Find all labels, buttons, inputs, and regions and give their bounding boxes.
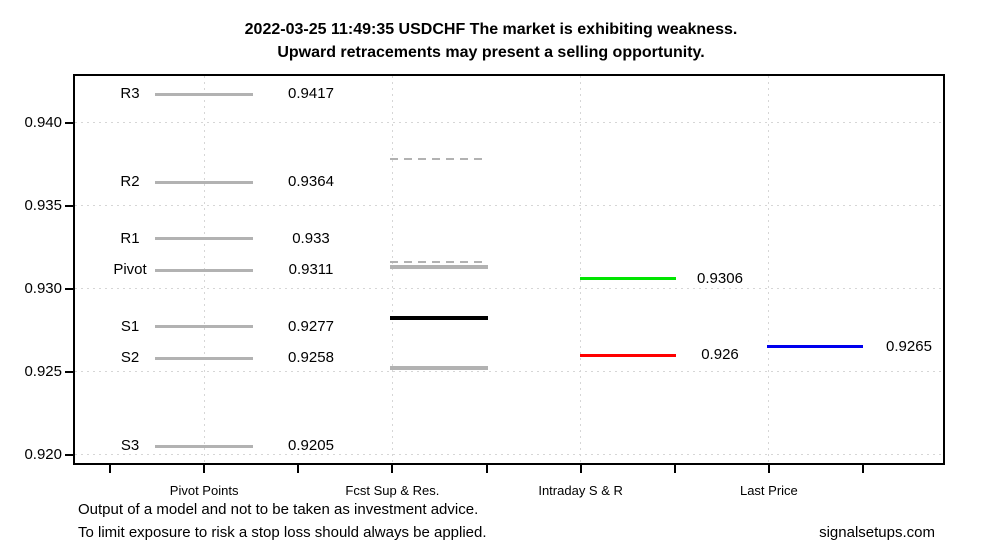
x-category-label-pivot-points: Pivot Points	[169, 483, 239, 498]
y-gridline	[75, 454, 943, 456]
level-label-r2: R2	[120, 173, 140, 191]
x-gridline	[391, 76, 393, 463]
level-label-s1: S1	[120, 317, 140, 335]
level-value-0-9311: 0.9311	[288, 261, 334, 279]
plot-area: R3 0.9417 R2 0.9364 R1 0.933 Pivot 0.9311 S1 0.92…	[73, 74, 945, 465]
fcst-sup-res-line-line	[390, 265, 488, 269]
x-tick-mark	[109, 465, 111, 473]
pivot-points-r3-line	[155, 92, 253, 96]
x-category-label-last-price: Last Price	[739, 483, 798, 498]
level-label-s3: S3	[120, 437, 140, 455]
level-value-0-9277: 0.9277	[288, 317, 334, 335]
y-gridline	[75, 288, 943, 290]
pivot-points-s2-line	[155, 356, 253, 360]
x-gridline	[580, 76, 582, 463]
x-tick-mark	[297, 465, 300, 473]
level-value-0-9205: 0.9205	[288, 437, 334, 455]
x-tick-mark	[391, 465, 394, 473]
level-value-0-933: 0.933	[292, 229, 330, 247]
pivot-points-r1-line	[155, 237, 253, 241]
x-gridline	[768, 76, 770, 463]
y-tick-label: 0.940	[24, 113, 62, 131]
x-tick-mark	[767, 465, 770, 473]
intraday-s-r-0-9306-line	[580, 277, 676, 281]
level-label-pivot: Pivot	[113, 261, 147, 279]
brand-text: signalsetups.com	[819, 524, 935, 541]
pivot-points-r2-line	[155, 180, 253, 184]
pivot-points-s1-line	[155, 325, 253, 329]
level-value-0-9258: 0.9258	[288, 349, 334, 367]
y-gridline	[75, 122, 943, 123]
x-category-label-fcst-sup-res: Fcst Sup & Res.	[345, 483, 440, 498]
level-label-r3: R3	[120, 85, 140, 103]
intraday-s-r-0-926-line	[580, 353, 676, 357]
chart-title-line-1: 2022-03-25 11:49:35 USDCHF The market is…	[244, 21, 738, 38]
fcst-sup-res-line-line	[390, 261, 488, 264]
x-tick-mark	[485, 465, 488, 473]
y-tick-mark	[65, 370, 73, 373]
y-tick-label: 0.935	[24, 196, 62, 214]
level-value-0-926: 0.926	[701, 346, 739, 364]
y-gridline	[75, 371, 943, 373]
level-label-s2: S2	[120, 349, 140, 367]
pivot-points-pivot-line	[155, 268, 253, 272]
last-price-0-9265-line	[767, 345, 863, 349]
chart-title-line-2: Upward retracements may present a sellin…	[277, 44, 705, 61]
level-value-0-9265: 0.9265	[886, 337, 932, 355]
x-tick-mark	[579, 465, 582, 473]
level-value-0-9364: 0.9364	[288, 173, 334, 191]
disclaimer-line-2: To limit exposure to risk a stop loss sh…	[78, 524, 487, 541]
y-tick-mark	[65, 121, 73, 124]
x-tick-mark	[673, 465, 676, 473]
fcst-sup-res-line-line	[390, 316, 488, 321]
pivot-points-s3-line	[155, 444, 253, 448]
y-gridline	[75, 205, 943, 207]
level-value-0-9417: 0.9417	[288, 85, 334, 103]
level-label-r1: R1	[120, 229, 140, 247]
y-tick-label: 0.920	[24, 445, 62, 463]
y-tick-mark	[65, 453, 73, 456]
level-value-0-9306: 0.9306	[697, 269, 743, 287]
x-tick-mark	[862, 465, 864, 473]
y-tick-label: 0.925	[24, 362, 62, 380]
y-tick-mark	[65, 287, 73, 290]
fcst-sup-res-line-line	[390, 158, 488, 161]
x-category-label-intraday-s-r: Intraday S & R	[538, 483, 623, 498]
y-tick-label: 0.930	[24, 279, 62, 297]
y-tick-mark	[65, 204, 73, 207]
fcst-sup-res-line-line	[390, 366, 488, 371]
x-tick-mark	[203, 465, 206, 473]
disclaimer-line-1: Output of a model and not to be taken as…	[78, 501, 479, 518]
